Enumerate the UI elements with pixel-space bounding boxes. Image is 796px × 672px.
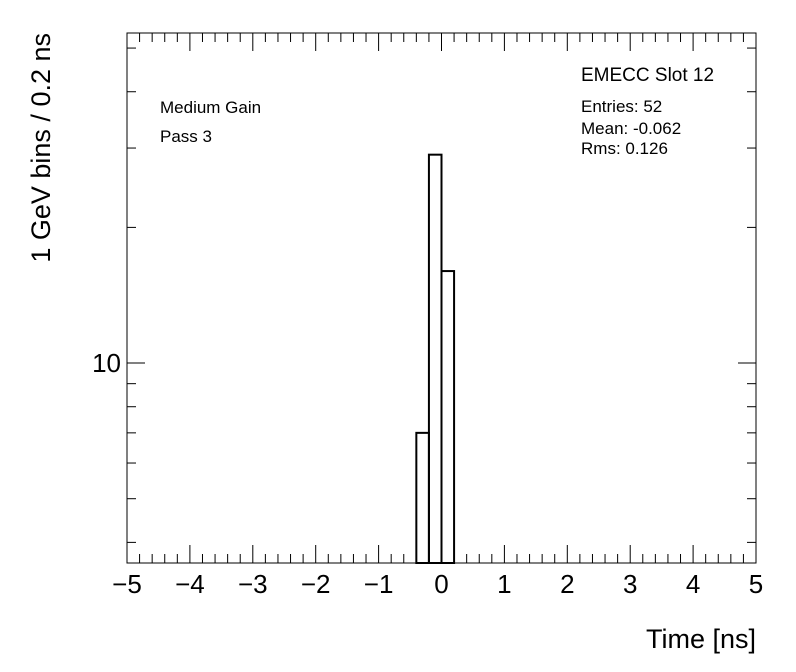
x-tick-label: 3 bbox=[623, 569, 637, 599]
y-tick-label: 10 bbox=[92, 348, 121, 378]
histogram-bar bbox=[440, 270, 456, 564]
histogram-bar bbox=[427, 153, 443, 564]
x-tick-label: 2 bbox=[560, 569, 574, 599]
x-tick-label: 1 bbox=[497, 569, 511, 599]
x-tick-label: −2 bbox=[301, 569, 331, 599]
x-tick-label: −5 bbox=[112, 569, 142, 599]
stats-line: Entries: 52 bbox=[581, 97, 662, 116]
annotation: Pass 3 bbox=[160, 127, 212, 146]
x-axis-title: Time [ns] bbox=[646, 624, 756, 654]
x-tick-label: 5 bbox=[749, 569, 763, 599]
chart-title: EMECC Slot 12 bbox=[581, 65, 714, 86]
y-axis-title: 1 GeV bins / 0.2 ns bbox=[26, 33, 56, 263]
x-tick-label: 0 bbox=[434, 569, 448, 599]
histogram-bar bbox=[415, 431, 430, 564]
x-tick-label: 4 bbox=[686, 569, 700, 599]
x-tick-label: −1 bbox=[364, 569, 394, 599]
x-tick-label: −4 bbox=[175, 569, 205, 599]
annotation: Medium Gain bbox=[160, 98, 261, 117]
stats-line: Mean: -0.062 bbox=[581, 119, 681, 138]
stats-line: Rms: 0.126 bbox=[581, 139, 668, 158]
x-tick-label: −3 bbox=[238, 569, 268, 599]
